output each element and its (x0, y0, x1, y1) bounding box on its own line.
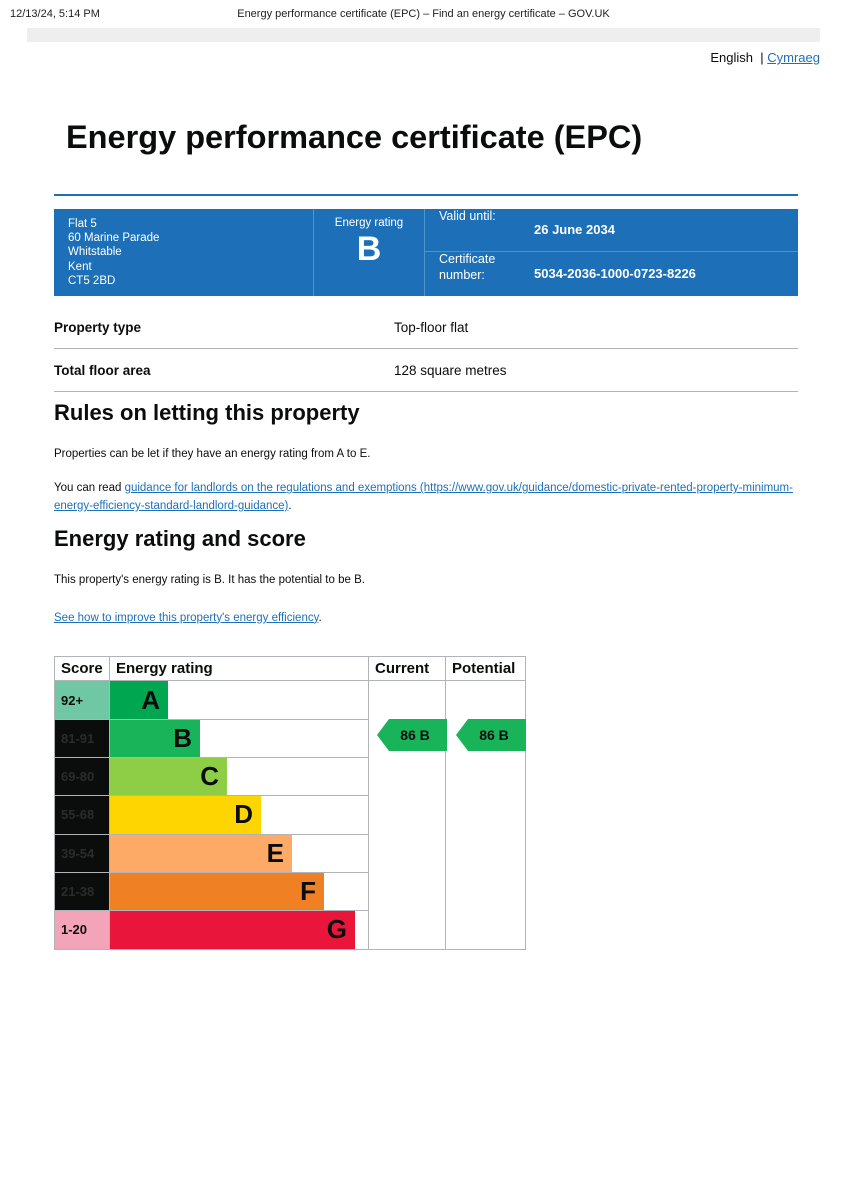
svg-text:86 B: 86 B (400, 727, 430, 743)
svg-text:86 B: 86 B (479, 727, 509, 743)
